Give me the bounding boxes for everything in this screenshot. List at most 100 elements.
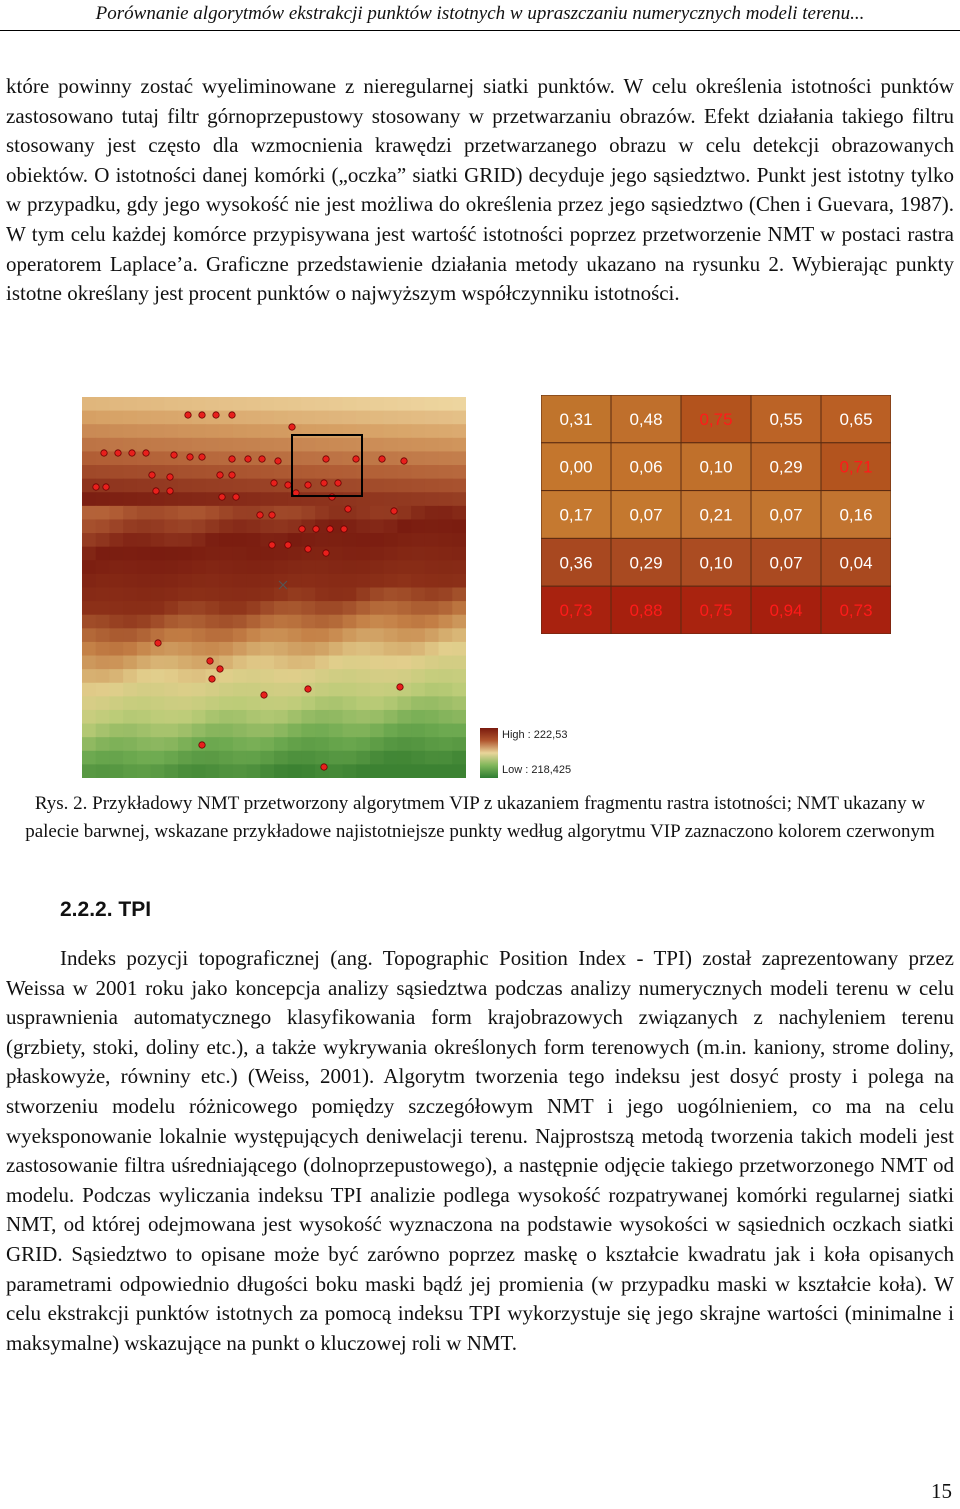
dem-raster-cells (82, 397, 466, 778)
significant-point (288, 423, 296, 431)
body-paragraph-2: Indeks pozycji topograficznej (ang. Topo… (6, 946, 954, 1355)
running-header: Porównanie algorytmów ekstrakcji punktów… (0, 0, 960, 31)
significant-point (100, 449, 108, 457)
grid-cell-value: 0,75 (699, 410, 732, 429)
significant-point (216, 471, 224, 479)
grid-cell-value: 0,73 (839, 601, 872, 620)
grid-cell-value: 0,88 (629, 601, 662, 620)
significant-point (390, 507, 398, 515)
legend-high-label: High : 222,53 (502, 729, 568, 741)
significant-point (322, 549, 330, 557)
grid-cell-value: 0,16 (839, 506, 872, 525)
significant-point (352, 455, 360, 463)
grid-cell-value: 0,71 (839, 458, 872, 477)
significant-point (284, 541, 292, 549)
significant-point (216, 665, 224, 673)
grid-cell (680, 442, 752, 492)
cross-marker (278, 580, 288, 590)
grid-cell-value: 0,31 (559, 410, 592, 429)
significance-grid: 0,31 0,48 0,75 0,55 0,65 0,00 0,06 0,10 0,29 0,71… (541, 395, 891, 634)
grid-cell (680, 585, 752, 634)
significant-point (284, 481, 292, 489)
legend-low-label: Low : 218,425 (502, 764, 572, 776)
significant-point (312, 525, 320, 533)
significant-point (186, 453, 194, 461)
grid-cell-value: 0,06 (629, 458, 662, 477)
grid-cell (610, 490, 682, 539)
significant-point (270, 479, 278, 487)
significant-point (304, 545, 312, 553)
grid-cell (820, 490, 891, 539)
significant-point (232, 493, 240, 501)
significant-point (378, 455, 386, 463)
grid-cell (820, 585, 891, 634)
grid-cell (750, 537, 822, 587)
significant-point (256, 511, 264, 519)
significant-point (344, 505, 352, 513)
grid-cell-value: 0,21 (699, 506, 732, 525)
grid-cell (680, 490, 752, 539)
page-number: 15 (931, 1479, 952, 1503)
grid-cell-value: 0,07 (769, 506, 802, 525)
significant-point (148, 471, 156, 479)
grid-cell-value: 0,07 (629, 506, 662, 525)
significant-point (198, 411, 206, 419)
grid-cell (750, 490, 822, 539)
significant-point (268, 511, 276, 519)
significant-point (326, 525, 334, 533)
significant-point (166, 487, 174, 495)
grid-cell (610, 442, 682, 492)
significant-point (198, 741, 206, 749)
grid-cell-value: 0,48 (629, 410, 662, 429)
significant-point (298, 525, 306, 533)
significant-point (128, 449, 136, 457)
grid-cell-value: 0,75 (699, 601, 732, 620)
grid-cell (750, 442, 822, 492)
significant-point (274, 457, 282, 465)
grid-cell-value: 0,17 (559, 506, 592, 525)
grid-cell-value: 0,04 (839, 553, 872, 572)
significant-point (170, 451, 178, 459)
significant-point (320, 763, 328, 771)
significant-point (304, 481, 312, 489)
significant-point (102, 483, 110, 491)
significant-point (228, 411, 236, 419)
grid-cell-value: 0,94 (769, 601, 802, 620)
grid-cell-value: 0,07 (769, 553, 802, 572)
significant-point (322, 455, 330, 463)
grid-cell-value: 0,00 (559, 458, 592, 477)
elevation-legend: High : 222,53 Low : 218,425 (480, 728, 590, 780)
significant-point (228, 455, 236, 463)
grid-cell-value: 0,29 (629, 553, 662, 572)
significant-point (268, 541, 276, 549)
significant-point (400, 457, 408, 465)
significant-point (166, 473, 174, 481)
legend-color-ramp (480, 728, 498, 778)
significant-points (92, 411, 408, 771)
significant-point (320, 479, 328, 487)
dem-raster-figure (82, 397, 466, 778)
significant-point (258, 455, 266, 463)
significant-point (198, 453, 206, 461)
grid-cell-value: 0,36 (559, 553, 592, 572)
figure-caption: Rys. 2. Przykładowy NMT przetworzony alg… (25, 793, 935, 842)
significant-point (260, 691, 268, 699)
grid-cell (820, 537, 891, 587)
significant-point (334, 479, 342, 487)
significant-point (244, 455, 252, 463)
significant-point (212, 411, 220, 419)
significant-point (92, 483, 100, 491)
significant-point (228, 471, 236, 479)
significant-point (142, 449, 150, 457)
significant-point (218, 493, 226, 501)
grid-cell-value: 0,73 (559, 601, 592, 620)
grid-cell (820, 442, 891, 492)
significant-point (206, 657, 214, 665)
body-paragraph-1: które powinny zostać wyeliminowane z nie… (6, 74, 954, 306)
significant-point (396, 683, 404, 691)
selection-box (291, 434, 363, 497)
significant-point (114, 449, 122, 457)
significant-point (208, 675, 216, 683)
grid-cell-value: 0,10 (699, 458, 732, 477)
significant-point (184, 411, 192, 419)
